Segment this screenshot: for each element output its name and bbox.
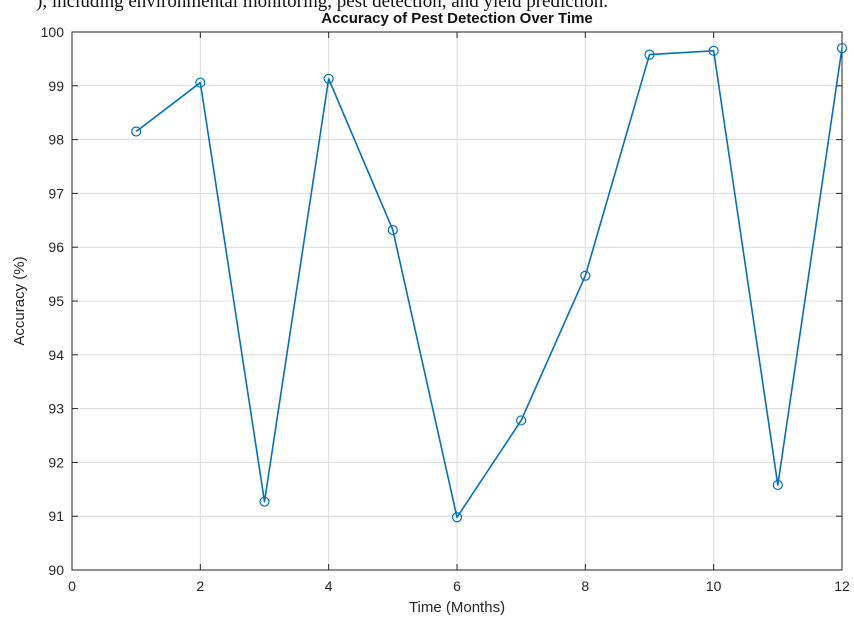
y-axis-label: Accuracy (%) (11, 256, 28, 345)
series-line (135, 48, 843, 519)
x-tick-label: 0 (68, 578, 76, 594)
chart-title: Accuracy of Pest Detection Over Time (321, 10, 593, 27)
data-point-marker (836, 43, 848, 54)
ticks: 0 2 4 6 8 10 12 90 91 92 93 94 95 96 97 98 99 100 (41, 24, 850, 594)
x-axis-label: Time (Months) (409, 599, 505, 616)
y-tick-label: 91 (48, 508, 64, 524)
data-point-marker (708, 45, 719, 56)
data-point-marker (387, 224, 398, 236)
y-tick-label: 98 (48, 132, 64, 148)
y-tick-label: 97 (48, 185, 64, 201)
data-point-marker (516, 415, 527, 426)
y-tick-label: 99 (48, 78, 64, 94)
x-tick-label: 8 (581, 578, 589, 594)
y-tick-label: 92 (48, 454, 64, 470)
x-tick-label: 4 (325, 578, 333, 594)
y-tick-label: 90 (48, 562, 64, 578)
y-tick-label: 100 (41, 24, 65, 40)
x-tick-label: 2 (196, 578, 204, 594)
series-group (131, 43, 848, 523)
data-point-marker (772, 479, 783, 491)
y-tick-label: 96 (48, 239, 64, 255)
data-point-marker (195, 77, 206, 88)
x-tick-label: 10 (706, 578, 722, 594)
data-point-marker (131, 126, 142, 137)
y-tick-label: 95 (48, 293, 64, 309)
data-point-marker (451, 512, 463, 523)
x-tick-label: 6 (453, 578, 461, 594)
data-point-marker (323, 73, 334, 84)
cropped-caption-text: ), including environmental monitoring, p… (36, 0, 608, 12)
data-point-marker (644, 49, 655, 60)
y-tick-label: 94 (48, 347, 64, 363)
x-tick-label: 12 (834, 578, 850, 594)
data-point-marker (580, 270, 591, 281)
y-tick-label: 93 (48, 401, 64, 417)
data-point-marker (259, 496, 270, 507)
